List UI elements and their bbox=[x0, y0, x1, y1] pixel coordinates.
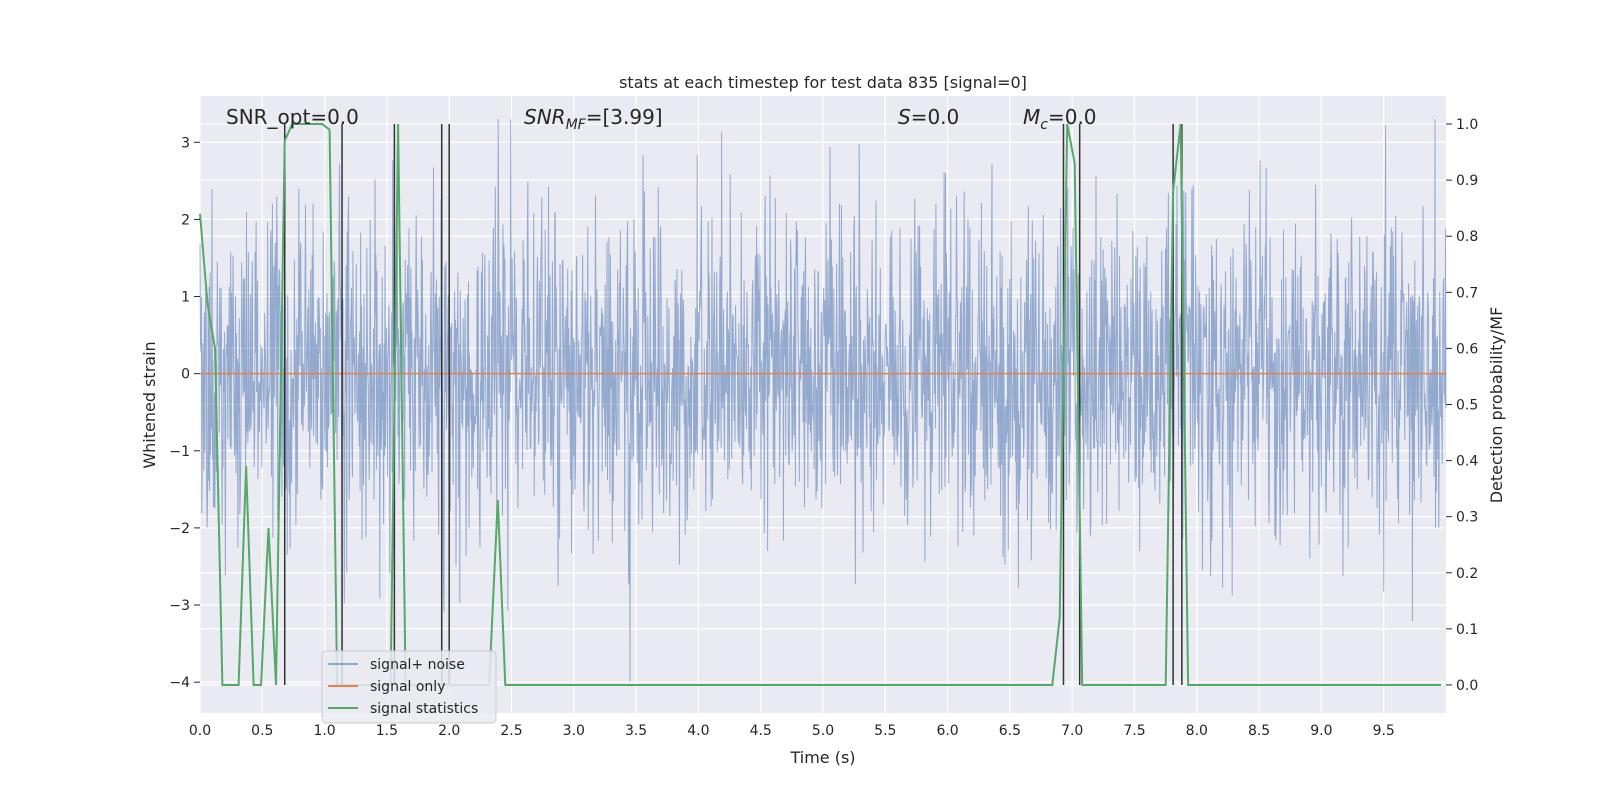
chart-title: stats at each timestep for test data 835… bbox=[619, 73, 1027, 92]
annotation-mc-sub: c bbox=[1040, 117, 1048, 133]
x-tick-label: 5.5 bbox=[874, 723, 896, 739]
y-tick-label: 3 bbox=[181, 135, 190, 151]
signal-noise-trace bbox=[199, 119, 1447, 682]
x-tick-label: 6.5 bbox=[999, 723, 1021, 739]
annotation-snr-mf: SNRMF=[3.99] bbox=[524, 105, 663, 133]
legend: signal+ noise signal only signal statist… bbox=[321, 650, 497, 724]
x-tick-label: 1.0 bbox=[313, 723, 335, 739]
annotation-snr-opt: SNR_opt=0.0 bbox=[226, 105, 359, 129]
legend-box bbox=[321, 650, 497, 724]
legend-label-signal-noise: signal+ noise bbox=[370, 657, 465, 673]
annotation-s: S=0.0 bbox=[898, 105, 959, 129]
x-tick-label: 2.5 bbox=[500, 723, 522, 739]
y-axis-label: Whitened strain bbox=[140, 341, 159, 468]
y-tick-label: −2 bbox=[169, 521, 190, 537]
x-tick-label: 9.5 bbox=[1373, 723, 1395, 739]
y2-tick-label: 0.0 bbox=[1456, 678, 1478, 694]
x-axis-ticks: 0.0 0.5 1.0 1.5 2.0 2.5 3.0 3.5 4.0 4.5 5.0 5.5 6.0 6… bbox=[189, 723, 1395, 739]
y2-tick-label: 0.6 bbox=[1456, 341, 1478, 357]
y-tick-label: −1 bbox=[169, 444, 190, 460]
y-tick-label: 1 bbox=[181, 290, 190, 306]
y2-tick-label: 0.7 bbox=[1456, 285, 1478, 301]
annotation-mc-value: =0.0 bbox=[1048, 105, 1097, 129]
annotation-s-symbol: S bbox=[898, 105, 911, 129]
x-tick-label: 7.5 bbox=[1123, 723, 1145, 739]
y2-tick-label: 0.4 bbox=[1456, 454, 1478, 470]
y-tick-label: 2 bbox=[181, 212, 190, 228]
legend-label-signal-statistics: signal statistics bbox=[370, 701, 478, 717]
y2-tick-label: 0.3 bbox=[1456, 510, 1478, 526]
annotation-mc-base: M bbox=[1023, 105, 1040, 129]
y2-axis-ticks: 1.0 0.9 0.8 0.7 0.6 0.5 0.4 0.3 0.2 0.1 0.0 bbox=[1446, 117, 1478, 694]
annotation-mc: Mc=0.0 bbox=[1023, 105, 1097, 133]
x-tick-label: 3.0 bbox=[563, 723, 585, 739]
y-tick-label: −3 bbox=[169, 598, 190, 614]
annotation-s-value: =0.0 bbox=[911, 105, 960, 129]
y2-tick-label: 0.2 bbox=[1456, 566, 1478, 582]
x-tick-label: 0.5 bbox=[251, 723, 273, 739]
x-tick-label: 9.0 bbox=[1310, 723, 1332, 739]
series-signal-noise bbox=[199, 119, 1447, 682]
x-tick-label: 2.0 bbox=[438, 723, 460, 739]
annotation-snr-mf-base: SNR bbox=[524, 105, 566, 129]
x-axis-label: Time (s) bbox=[789, 748, 855, 767]
x-tick-label: 1.5 bbox=[376, 723, 398, 739]
y-axis-ticks: 3 2 1 0 −1 −2 −3 −4 bbox=[169, 135, 200, 691]
y2-tick-label: 0.8 bbox=[1456, 229, 1478, 245]
y2-tick-label: 0.9 bbox=[1456, 173, 1478, 189]
y2-tick-label: 0.1 bbox=[1456, 622, 1478, 638]
x-tick-label: 4.0 bbox=[687, 723, 709, 739]
y2-axis-label: Detection probability/MF bbox=[1487, 307, 1506, 504]
x-tick-label: 0.0 bbox=[189, 723, 211, 739]
x-tick-label: 5.0 bbox=[812, 723, 834, 739]
x-tick-label: 8.5 bbox=[1248, 723, 1270, 739]
x-tick-label: 7.0 bbox=[1061, 723, 1083, 739]
legend-label-signal-only: signal only bbox=[370, 679, 445, 695]
annotation-snr-mf-value: =[3.99] bbox=[586, 105, 663, 129]
y2-tick-label: 1.0 bbox=[1456, 117, 1478, 133]
x-tick-label: 6.0 bbox=[936, 723, 958, 739]
y-tick-label: −4 bbox=[169, 675, 190, 691]
y2-tick-label: 0.5 bbox=[1456, 398, 1478, 414]
y-tick-label: 0 bbox=[181, 367, 190, 383]
x-tick-label: 4.5 bbox=[750, 723, 772, 739]
annotation-snr-mf-sub: MF bbox=[566, 117, 587, 133]
x-tick-label: 8.0 bbox=[1186, 723, 1208, 739]
x-tick-label: 3.5 bbox=[625, 723, 647, 739]
